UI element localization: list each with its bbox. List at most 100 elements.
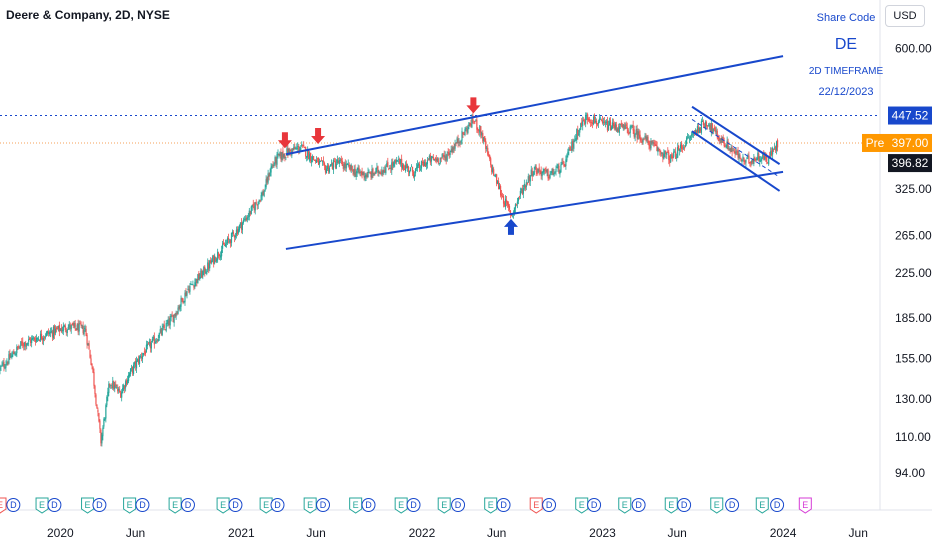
candle-body[interactable] [248,210,250,217]
candle-body[interactable] [686,136,689,138]
candle-body[interactable] [458,142,460,143]
candle-body[interactable] [729,149,731,151]
candle-body[interactable] [422,161,425,167]
candle-body[interactable] [671,155,673,159]
candle-body[interactable] [750,161,752,164]
candle-body[interactable] [695,130,698,134]
candle-body[interactable] [261,192,263,197]
candle-body[interactable] [776,141,778,151]
candle-body[interactable] [299,149,301,151]
candle-body[interactable] [125,381,127,388]
candle-body[interactable] [121,391,123,398]
candle-body[interactable] [3,361,5,368]
candle-body[interactable] [342,165,344,169]
candle-body[interactable] [390,167,392,169]
candle-body[interactable] [740,158,742,161]
candle-body[interactable] [614,123,616,130]
candle-body[interactable] [723,141,725,147]
candle-body[interactable] [210,260,212,264]
candle-body[interactable] [480,126,482,136]
candle-body[interactable] [433,159,435,161]
candle-body[interactable] [739,155,741,158]
time-axis[interactable]: 2020 Jun 2021 Jun 2022 Jun 2023 Jun 2024 Jun [0,509,932,540]
candle-body[interactable] [479,125,481,133]
candle-body[interactable] [677,146,679,158]
candle-body[interactable] [274,157,276,164]
candle-body[interactable] [49,331,52,333]
candle-body[interactable] [474,121,476,122]
candle-body[interactable] [328,167,331,173]
candle-body[interactable] [175,312,177,317]
candle-body[interactable] [396,159,398,162]
candle-body[interactable] [127,379,129,384]
candle-body[interactable] [293,146,295,151]
candle-body[interactable] [9,353,11,359]
candle-body[interactable] [335,163,337,169]
candle-body[interactable] [68,323,70,328]
candle-body[interactable] [310,152,312,161]
candle-body[interactable] [71,323,73,325]
candle-body[interactable] [16,346,18,354]
candle-body[interactable] [389,168,391,169]
candle-body[interactable] [397,160,399,162]
candle-body[interactable] [678,145,680,150]
dividend-marker[interactable]: D [92,498,107,512]
candle-body[interactable] [620,122,622,125]
candle-body[interactable] [774,147,776,149]
candle-body[interactable] [662,153,664,159]
candle-body[interactable] [330,163,333,165]
candle-body[interactable] [542,171,544,174]
candle-body[interactable] [303,144,305,146]
candle-body[interactable] [266,178,268,183]
candle-body[interactable] [603,121,606,123]
candle-body[interactable] [200,270,202,278]
candle-body[interactable] [218,252,220,257]
candle-body[interactable] [66,329,68,333]
candle-body[interactable] [494,175,496,177]
candle-body[interactable] [318,161,321,164]
candle-body[interactable] [225,242,228,244]
dividend-marker[interactable]: D [677,498,692,512]
candle-body[interactable] [67,326,69,330]
candle-body[interactable] [661,152,663,154]
price-axis[interactable]: 600.00 325.00 265.00 225.00 185.00 155.00 130.… [862,0,932,510]
candle-body[interactable] [483,137,485,141]
candle-body[interactable] [350,164,352,170]
candle-body[interactable] [600,119,603,121]
candle-body[interactable] [666,152,668,155]
candle-body[interactable] [74,323,76,328]
candle-body[interactable] [188,289,190,293]
candle-body[interactable] [278,153,280,156]
candle-body[interactable] [170,316,172,318]
candle-body[interactable] [552,169,554,175]
candle-body[interactable] [478,129,480,132]
candle-body[interactable] [378,171,380,174]
candle-body[interactable] [477,128,479,131]
candle-body[interactable] [765,154,767,159]
candle-body[interactable] [100,429,102,444]
candle-body[interactable] [548,177,550,179]
candle-body[interactable] [308,149,310,160]
candle-body[interactable] [176,313,178,315]
candle-body[interactable] [195,278,197,283]
candle-body[interactable] [429,155,431,163]
candle-body[interactable] [529,175,531,182]
candle-body[interactable] [168,320,170,326]
candle-body[interactable] [244,219,246,221]
candle-body[interactable] [492,167,494,173]
candle-body[interactable] [47,331,50,334]
candle-body[interactable] [447,152,449,154]
earnings-marker[interactable]: E [529,497,543,514]
candle-body[interactable] [560,164,562,173]
candle-body[interactable] [251,204,253,208]
candle-body[interactable] [427,159,429,161]
candle-body[interactable] [428,155,430,161]
candle-body[interactable] [98,413,100,422]
candle-body[interactable] [229,239,232,244]
dividend-marker[interactable]: D [180,498,195,512]
candle-body[interactable] [546,169,548,172]
earnings-marker[interactable]: E [303,497,317,514]
candle-body[interactable] [540,170,542,176]
candle-body[interactable] [499,186,501,190]
candle-body[interactable] [735,151,737,154]
